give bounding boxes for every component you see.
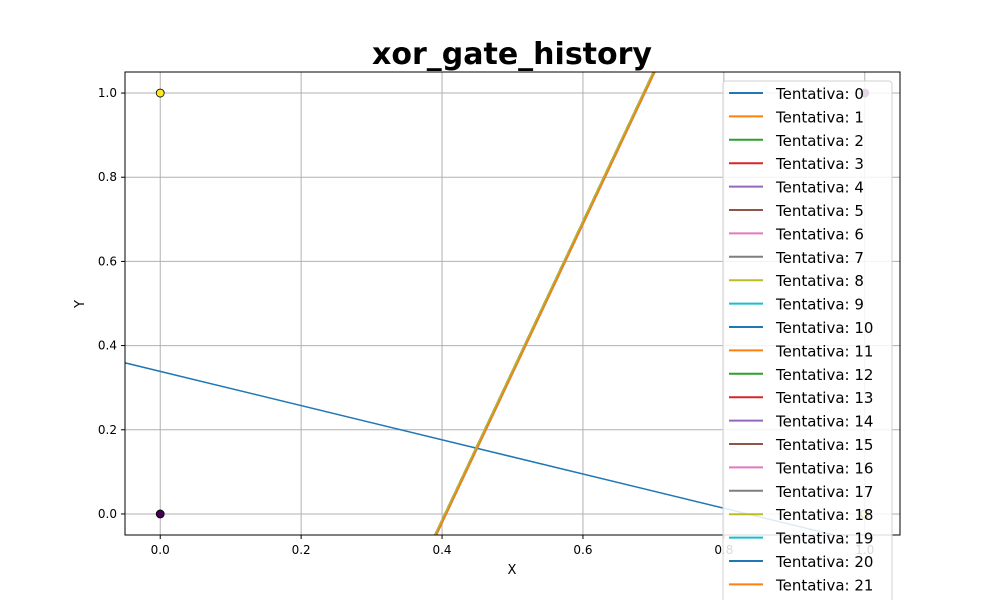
y-tick-label: 0.8: [98, 170, 117, 184]
legend-label-14: Tentativa: 14: [775, 413, 873, 431]
legend-label-6: Tentativa: 6: [775, 225, 864, 243]
y-tick-label: 0.0: [98, 507, 117, 521]
chart-title: xor_gate_history: [372, 37, 652, 72]
data-point-1: [155, 88, 165, 98]
legend-box: [722, 80, 893, 600]
y-tick-label: 0.2: [98, 423, 117, 437]
y-tick-label: 0.6: [98, 254, 117, 268]
x-axis-label: X: [508, 563, 517, 578]
legend: Tentativa: 0 Tentativa: 1 Tentativa: 2 Tent…: [722, 80, 893, 600]
legend-label-2: Tentativa: 2: [775, 132, 864, 150]
legend-label-0: Tentativa: 0: [775, 85, 864, 103]
legend-label-20: Tentativa: 20: [775, 553, 873, 571]
data-point-0: [155, 509, 165, 519]
y-tick-label: 1.0: [98, 86, 117, 100]
x-tick-label: 0.4: [432, 543, 451, 557]
legend-label-4: Tentativa: 4: [775, 179, 864, 197]
plot-frame: [124, 71, 901, 536]
legend-label-12: Tentativa: 12: [775, 366, 873, 384]
legend-label-13: Tentativa: 13: [775, 389, 873, 407]
x-tick-label: 0.6: [573, 543, 592, 557]
legend-label-16: Tentativa: 16: [775, 459, 873, 477]
legend-label-3: Tentativa: 3: [775, 155, 864, 173]
legend-label-1: Tentativa: 1: [775, 108, 864, 126]
legend-label-15: Tentativa: 15: [775, 436, 873, 454]
legend-label-7: Tentativa: 7: [775, 249, 864, 267]
x-tick-label: 0.2: [292, 543, 311, 557]
y-axis-label: Y: [73, 300, 88, 309]
legend-label-5: Tentativa: 5: [775, 202, 864, 220]
legend-label-17: Tentativa: 17: [775, 483, 873, 501]
legend-label-10: Tentativa: 10: [775, 319, 873, 337]
series-line-18: [434, 72, 655, 535]
y-tick-label: 0.4: [98, 339, 117, 353]
legend-label-21: Tentativa: 21: [775, 576, 873, 594]
legend-label-18: Tentativa: 18: [775, 506, 873, 524]
legend-label-9: Tentativa: 9: [775, 296, 864, 314]
x-tick-label: 0.0: [151, 543, 170, 557]
legend-label-11: Tentativa: 11: [775, 342, 873, 360]
legend-label-19: Tentativa: 19: [775, 530, 873, 548]
series-line-21: [435, 72, 656, 535]
legend-label-8: Tentativa: 8: [775, 272, 864, 290]
